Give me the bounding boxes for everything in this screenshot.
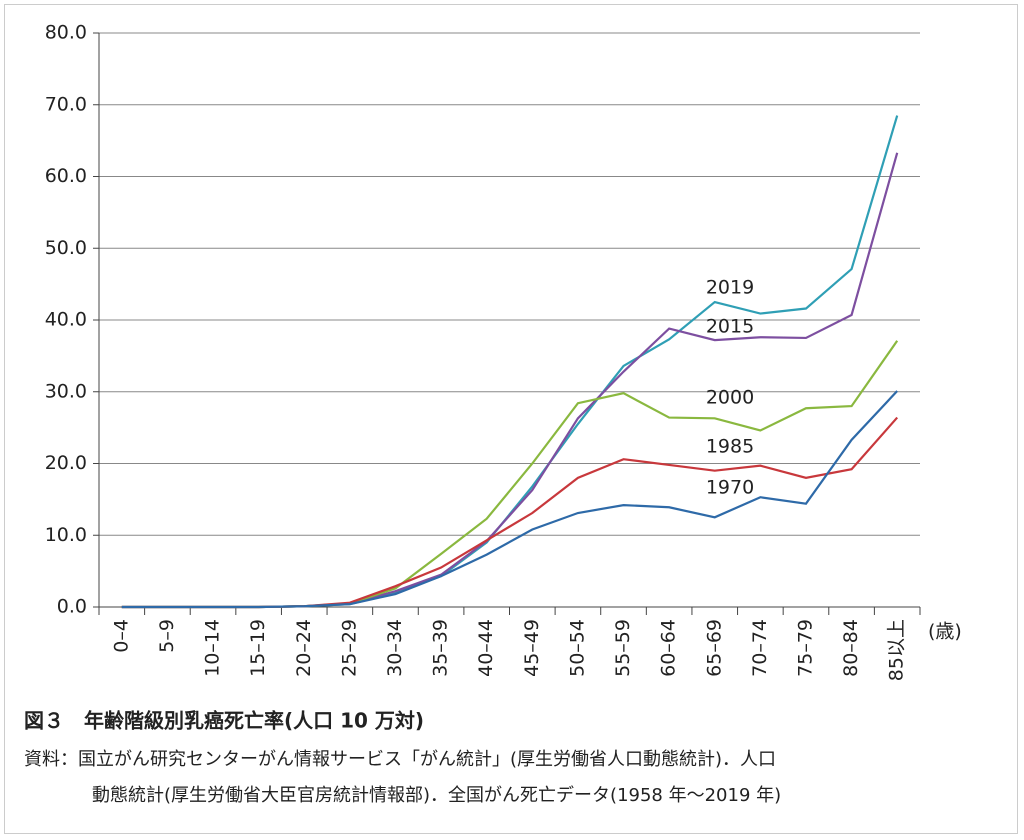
note-line: 動態統計(厚生労働省大臣官房統計情報部)．全国がん死亡データ(1958 年～20… — [92, 785, 781, 806]
y-tick-label: 20.0 — [45, 452, 87, 474]
series-line — [121, 340, 899, 609]
series-label: 1985 — [706, 436, 754, 458]
x-tick-label: 30–34 — [384, 619, 406, 677]
y-tick-label: 60.0 — [45, 165, 87, 187]
y-tick-label: 10.0 — [45, 524, 87, 546]
series-label: 1970 — [706, 477, 754, 499]
series-line — [121, 390, 898, 609]
frame — [4, 4, 1018, 834]
series-label: 2019 — [706, 277, 754, 299]
series-line — [121, 152, 899, 609]
x-tick-label: 40–44 — [475, 619, 497, 677]
x-tick-label: 45–49 — [521, 619, 543, 677]
x-tick-label: 85以上 — [886, 619, 908, 681]
x-tick-label: 50–54 — [566, 619, 588, 677]
x-tick-label: 35–39 — [430, 619, 452, 677]
x-tick-label: 55–59 — [612, 619, 634, 677]
x-tick-label: 60–64 — [658, 619, 680, 677]
y-tick-label: 80.0 — [45, 22, 87, 44]
y-tick-label: 30.0 — [45, 380, 87, 402]
y-tick-label: 40.0 — [45, 309, 87, 331]
x-tick-label: 10–14 — [202, 619, 224, 677]
x-tick-label: 65–69 — [703, 619, 725, 677]
x-tick-label: 75–79 — [794, 619, 816, 677]
series-label: 2000 — [706, 387, 754, 409]
note-line: 資料：国立がん研究センターがん情報サービス「がん統計」(厚生労働省人口動態統計)… — [24, 749, 776, 770]
y-tick-label: 50.0 — [45, 237, 87, 259]
x-tick-label: 15–19 — [247, 619, 269, 677]
x-tick-label: 5–9 — [156, 619, 178, 653]
caption: 図３ 年齢階級別乳癌死亡率(人口 10 万対) — [24, 709, 424, 733]
series-line — [121, 115, 899, 609]
y-tick-label: 70.0 — [45, 93, 87, 115]
x-tick-label: 25–29 — [338, 619, 360, 677]
x-tick-label: 0–4 — [110, 619, 132, 653]
x-tick-label: 20–24 — [293, 619, 315, 677]
y-tick-label: 0.0 — [57, 596, 87, 618]
series-line — [121, 416, 899, 609]
x-tick-label: 80–84 — [840, 619, 862, 677]
x-tick-label: 70–74 — [749, 619, 771, 677]
series-label: 2015 — [706, 316, 754, 338]
x-unit: (歳) — [928, 621, 962, 643]
